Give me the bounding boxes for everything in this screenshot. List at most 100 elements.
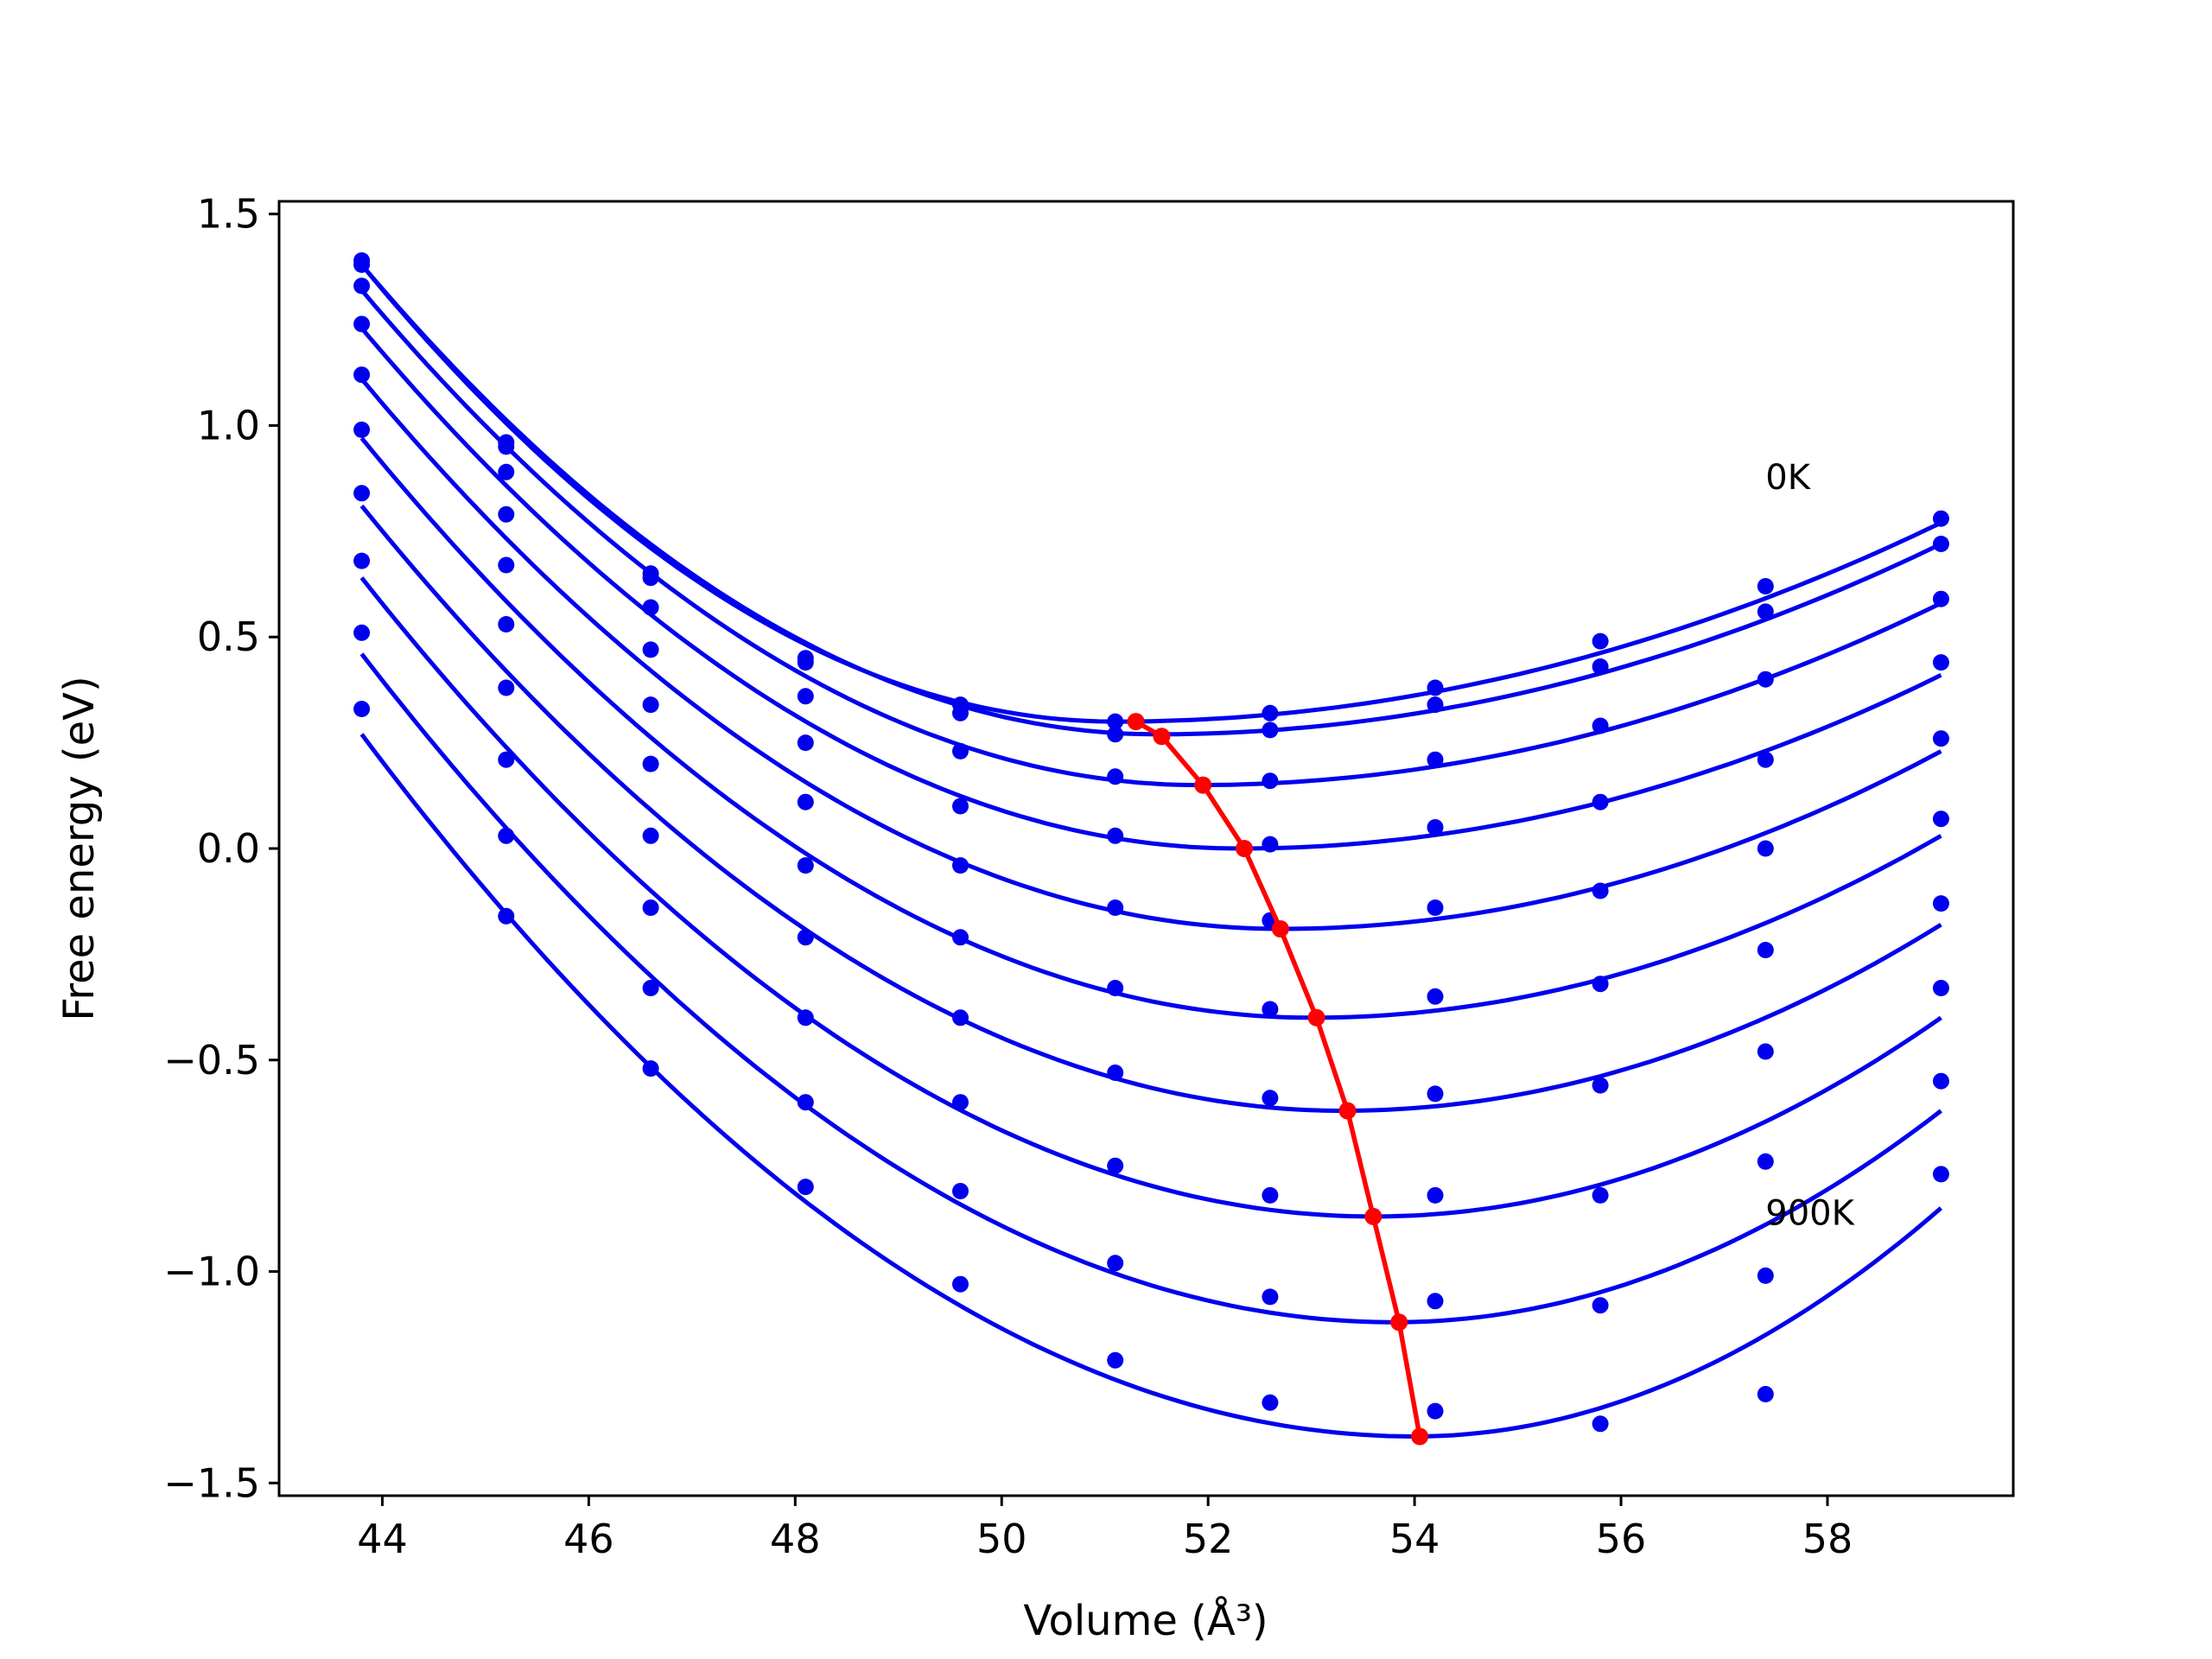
data-point (1932, 536, 1949, 552)
data-point (1592, 976, 1609, 993)
data-point (1427, 1085, 1444, 1103)
fit-curve-1 (359, 263, 1942, 724)
y-tick-label: −1.0 (163, 1249, 260, 1295)
data-point (353, 552, 371, 569)
data-point (1757, 1386, 1774, 1402)
data-point (1757, 578, 1774, 594)
data-point (1592, 632, 1609, 650)
data-point (1262, 836, 1279, 853)
data-point (1757, 603, 1774, 620)
data-point (353, 701, 371, 717)
temperature-annotation: 0K (1765, 458, 1811, 498)
equilibrium-point (1271, 920, 1289, 938)
y-axis-label: Free energy (eV) (55, 676, 104, 1020)
data-point (1757, 671, 1774, 688)
equilibrium-point (1390, 1313, 1408, 1332)
data-point (1592, 1186, 1609, 1204)
fit-curve-5 (359, 377, 1942, 931)
data-point (353, 256, 371, 273)
data-point (952, 929, 969, 946)
data-point (1592, 1077, 1609, 1094)
data-point (1107, 726, 1124, 743)
data-point (353, 277, 371, 295)
y-tick-label: 0.5 (197, 613, 260, 660)
data-point (1757, 942, 1774, 958)
x-tick-label: 50 (976, 1516, 1027, 1562)
x-tick-label: 48 (770, 1516, 821, 1562)
data-point (1107, 899, 1124, 916)
data-point (1932, 590, 1949, 607)
equilibrium-point (1411, 1427, 1429, 1446)
data-point (1107, 1065, 1124, 1081)
data-point (1427, 679, 1444, 696)
data-point (642, 1060, 659, 1077)
data-point (498, 438, 515, 455)
data-point (952, 857, 969, 874)
x-axis: 44 46 48 50 52 54 56 58 (357, 1496, 1853, 1562)
data-point (1427, 1402, 1444, 1420)
data-point (1107, 1255, 1124, 1272)
data-point (952, 1094, 969, 1111)
fit-curve-9 (359, 652, 1942, 1325)
fit-curve-6 (359, 436, 1942, 1020)
data-point (642, 696, 659, 714)
y-tick-label: 0.0 (197, 825, 260, 872)
fit-curve-3 (359, 289, 1942, 788)
equilibrium-point (1153, 728, 1171, 746)
data-point (952, 1183, 969, 1199)
data-point (1932, 1072, 1949, 1090)
equilibrium-point (1127, 713, 1145, 731)
data-point (1592, 793, 1609, 810)
data-point (1107, 980, 1124, 996)
data-point (952, 1009, 969, 1027)
data-point (498, 679, 515, 696)
data-point (498, 556, 515, 574)
y-axis: −1.5 −1.0 −0.5 0.0 0.5 1.0 1.5 (163, 191, 279, 1506)
x-tick-label: 46 (563, 1516, 614, 1562)
data-point (952, 1275, 969, 1293)
data-point (353, 421, 371, 438)
y-tick-label: 1.0 (197, 402, 260, 448)
data-point (952, 798, 969, 815)
data-point (1757, 1267, 1774, 1284)
data-point (642, 755, 659, 772)
data-point (1592, 1415, 1609, 1433)
data-point (1427, 899, 1444, 916)
data-point (1262, 1186, 1279, 1204)
data-point (797, 1009, 814, 1027)
data-point (353, 624, 371, 641)
data-point (1107, 827, 1124, 844)
data-point (1427, 1186, 1444, 1204)
data-point (1932, 654, 1949, 671)
data-point (797, 857, 814, 874)
x-tick-label: 44 (357, 1516, 408, 1562)
data-points (353, 252, 1949, 1433)
equilibrium-point (1364, 1207, 1382, 1225)
data-point (1932, 895, 1949, 912)
data-point (642, 827, 659, 844)
data-point (1757, 1043, 1774, 1060)
data-point (1757, 1153, 1774, 1170)
data-point (1427, 1293, 1444, 1310)
data-point (642, 569, 659, 587)
data-point (1107, 1351, 1124, 1369)
x-tick-label: 52 (1183, 1516, 1234, 1562)
data-point (1427, 696, 1444, 714)
data-point (1262, 704, 1279, 721)
data-point (1427, 988, 1444, 1005)
data-point (498, 751, 515, 768)
data-point (1262, 772, 1279, 790)
data-point (642, 641, 659, 658)
data-point (353, 485, 371, 502)
fit-curve-7 (359, 504, 1942, 1113)
data-point (498, 463, 515, 480)
fit-curve-8 (359, 576, 1942, 1219)
data-point (1932, 510, 1949, 527)
equilibrium-point (1236, 840, 1253, 857)
y-tick-label: −0.5 (163, 1037, 260, 1084)
data-point (797, 654, 814, 671)
x-tick-label: 54 (1389, 1516, 1440, 1562)
fit-curve-10 (359, 733, 1943, 1440)
data-point (797, 688, 814, 705)
